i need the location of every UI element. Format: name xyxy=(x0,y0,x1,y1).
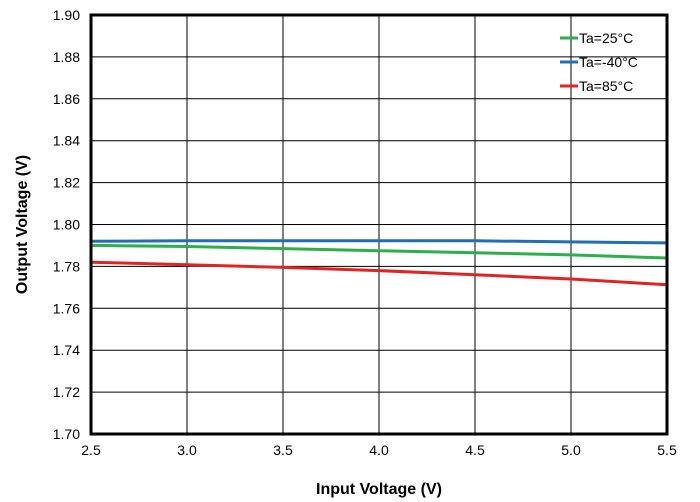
y-tick-label: 1.72 xyxy=(53,384,80,400)
y-tick-label: 1.86 xyxy=(53,91,80,107)
legend-label-1: Ta=25°C xyxy=(579,30,633,46)
plot-frame xyxy=(89,13,669,436)
legend: Ta=25°C Ta=-40°C Ta=85°C xyxy=(560,30,638,94)
series-line-3 xyxy=(90,260,668,287)
y-tick-label: 1.90 xyxy=(53,7,80,23)
series-line-2 xyxy=(90,239,668,245)
legend-label-3: Ta=85°C xyxy=(579,78,633,94)
y-tick-label: 1.76 xyxy=(53,300,80,316)
y-tick-label: 1.84 xyxy=(53,133,80,149)
y-tick-label: 1.74 xyxy=(53,342,80,358)
y-tick-label: 1.88 xyxy=(53,49,80,65)
series-line-1 xyxy=(90,243,668,260)
y-tick-label: 1.78 xyxy=(53,258,80,274)
x-tick-label: 4.0 xyxy=(369,442,389,458)
x-tick-label: 3.0 xyxy=(177,442,197,458)
x-axis-title: Input Voltage (V) xyxy=(316,481,442,498)
y-tick-label: 1.80 xyxy=(53,217,80,233)
x-tick-label: 3.5 xyxy=(273,442,293,458)
y-tick-labels: 1.70 1.72 1.74 1.76 1.78 1.80 1.82 1.84 1.86 1.88… xyxy=(53,7,80,442)
series-lines xyxy=(90,239,668,287)
legend-label-2: Ta=-40°C xyxy=(579,54,638,70)
y-tick-label: 1.82 xyxy=(53,175,80,191)
x-tick-label: 5.5 xyxy=(657,442,677,458)
x-tick-labels: 2.5 3.0 3.5 4.0 4.5 5.0 5.5 xyxy=(81,442,677,458)
y-axis-title: Output Voltage (V) xyxy=(14,155,31,294)
x-tick-label: 4.5 xyxy=(465,442,485,458)
x-tick-label: 2.5 xyxy=(81,442,101,458)
y-tick-label: 1.70 xyxy=(53,426,80,442)
x-tick-label: 5.0 xyxy=(561,442,581,458)
